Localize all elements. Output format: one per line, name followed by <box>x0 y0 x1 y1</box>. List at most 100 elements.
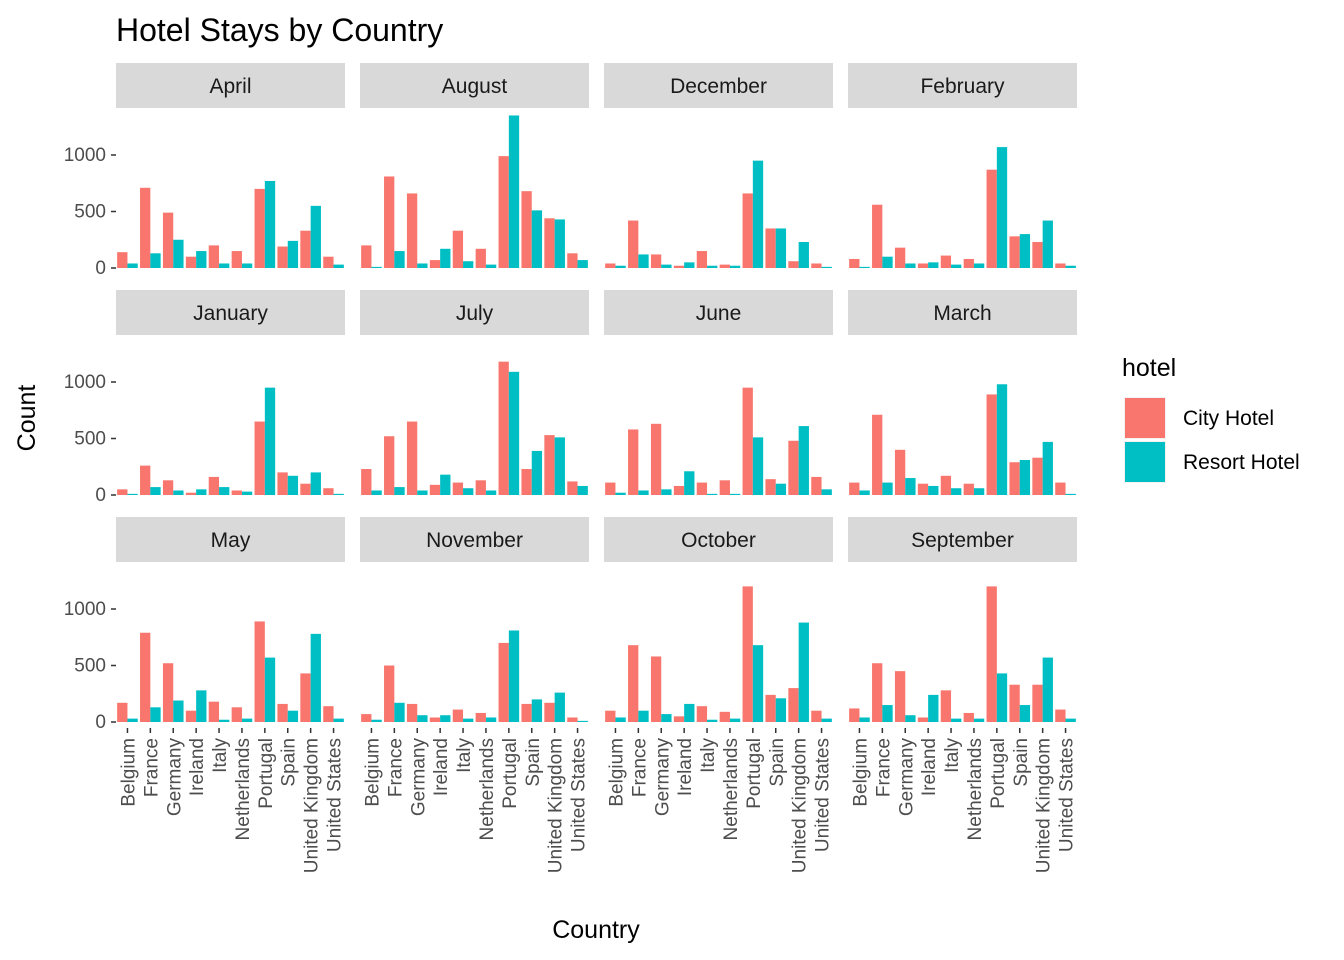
bar-city-hotel-belgium <box>605 482 616 495</box>
y-tick-label: 1000 <box>64 599 106 620</box>
bar-city-hotel-united-states <box>811 263 822 268</box>
x-tick-label: Germany <box>164 738 185 817</box>
bar-resort-hotel-belgium <box>127 263 138 268</box>
bar-resort-hotel-spain <box>531 699 543 722</box>
bar-city-hotel-germany <box>406 703 418 722</box>
bar-resort-hotel-portugal <box>752 437 764 495</box>
bar-resort-hotel-united-states <box>333 493 344 495</box>
bar-resort-hotel-belgium <box>859 717 870 722</box>
bar-resort-hotel-portugal <box>996 147 1008 268</box>
bar-city-hotel-germany <box>162 480 174 495</box>
bar-resort-hotel-ireland <box>196 690 207 722</box>
bar-city-hotel-france <box>384 176 395 268</box>
bar-city-hotel-france <box>140 187 151 268</box>
bar-city-hotel-italy <box>208 701 220 722</box>
bar-resort-hotel-belgium <box>371 266 382 268</box>
bar-resort-hotel-italy <box>707 265 718 268</box>
x-tick-label: Ireland <box>187 738 208 796</box>
facet-strip-label: April <box>209 75 251 98</box>
x-tick-label: Italy <box>454 738 475 773</box>
bar-city-hotel-germany <box>162 212 174 268</box>
x-tick-label: Italy <box>942 738 963 773</box>
legend-title: hotel <box>1122 354 1176 382</box>
bar-city-hotel-spain <box>277 246 288 268</box>
bar-resort-hotel-united-kingdom <box>798 242 809 268</box>
x-tick-label: Portugal <box>988 738 1009 809</box>
bar-city-hotel-netherlands <box>475 712 486 722</box>
bar-resort-hotel-italy <box>219 263 230 268</box>
bar-resort-hotel-france <box>394 487 405 495</box>
bar-city-hotel-italy <box>452 482 464 495</box>
bar-resort-hotel-spain <box>287 240 299 268</box>
bar-resort-hotel-netherlands <box>973 488 985 495</box>
bar-city-hotel-portugal <box>498 156 509 268</box>
x-axis-title: Country <box>552 916 640 944</box>
bar-city-hotel-france <box>384 665 395 722</box>
x-tick-label: Germany <box>408 738 429 817</box>
bar-city-hotel-spain <box>1009 684 1020 722</box>
facet-panel-march: March <box>848 290 1077 501</box>
legend-key-city-hotel <box>1125 398 1165 438</box>
bar-city-hotel-united-kingdom <box>788 261 799 268</box>
x-tick-label: Ireland <box>919 738 940 796</box>
facet-strip <box>116 290 345 335</box>
facet-panels: April August December February January July Ju… <box>116 63 1077 728</box>
bar-resort-hotel-italy <box>463 718 474 722</box>
bar-resort-hotel-germany <box>661 264 672 268</box>
bar-city-hotel-ireland <box>185 256 197 268</box>
y-tick-label: 500 <box>74 202 106 223</box>
facet-panel-june: June <box>604 290 833 501</box>
bar-resort-hotel-france <box>882 256 893 268</box>
bar-resort-hotel-italy <box>219 719 230 722</box>
bar-city-hotel-italy <box>696 251 708 268</box>
x-tick-label: United States <box>325 738 346 852</box>
bar-city-hotel-united-kingdom <box>1032 242 1043 268</box>
bar-resort-hotel-germany <box>661 489 672 495</box>
bar-resort-hotel-spain <box>531 450 543 495</box>
facet-strip-label: October <box>681 529 756 552</box>
x-tick-label: Ireland <box>675 738 696 796</box>
bar-resort-hotel-france <box>394 251 405 268</box>
bar-city-hotel-ireland <box>429 484 441 495</box>
x-tick-label: Portugal <box>744 738 765 809</box>
bar-resort-hotel-france <box>882 482 893 495</box>
bar-city-hotel-united-kingdom <box>544 702 555 722</box>
bar-city-hotel-ireland <box>917 717 929 722</box>
x-tick-label: France <box>141 738 162 797</box>
bar-city-hotel-netherlands <box>963 258 974 268</box>
bar-resort-hotel-belgium <box>859 490 870 495</box>
facet-strip <box>360 63 589 108</box>
bar-resort-hotel-italy <box>463 488 474 495</box>
bar-city-hotel-france <box>872 204 883 268</box>
bar-resort-hotel-portugal <box>508 115 520 268</box>
x-tick-label: Italy <box>698 738 719 773</box>
bar-resort-hotel-france <box>394 702 405 722</box>
bar-resort-hotel-spain <box>775 483 787 495</box>
bar-city-hotel-united-states <box>811 476 822 495</box>
bar-city-hotel-portugal <box>254 621 265 722</box>
x-tick-label: United Kingdom <box>1034 738 1055 873</box>
bar-resort-hotel-portugal <box>752 645 764 722</box>
bar-resort-hotel-spain <box>1019 705 1031 722</box>
x-tick-label: Netherlands <box>233 738 254 840</box>
x-tick-label: Netherlands <box>965 738 986 840</box>
bar-resort-hotel-netherlands <box>485 717 497 722</box>
bar-city-hotel-france <box>384 436 395 495</box>
bar-resort-hotel-germany <box>173 490 184 495</box>
bar-resort-hotel-united-kingdom <box>1042 220 1053 268</box>
y-tick-label: 1000 <box>64 372 106 393</box>
bar-resort-hotel-italy <box>951 488 962 495</box>
bar-city-hotel-united-states <box>567 481 578 495</box>
bar-resort-hotel-netherlands <box>241 491 253 495</box>
bar-city-hotel-ireland <box>429 717 441 722</box>
bar-city-hotel-united-kingdom <box>788 688 799 722</box>
bar-resort-hotel-united-states <box>821 718 832 722</box>
bar-resort-hotel-ireland <box>928 485 939 495</box>
bar-city-hotel-united-states <box>323 706 334 722</box>
x-tick-label: Belgium <box>851 738 872 807</box>
bar-city-hotel-italy <box>696 706 708 722</box>
bar-city-hotel-netherlands <box>231 490 242 495</box>
bar-city-hotel-ireland <box>673 265 685 268</box>
bar-resort-hotel-portugal <box>508 371 520 495</box>
